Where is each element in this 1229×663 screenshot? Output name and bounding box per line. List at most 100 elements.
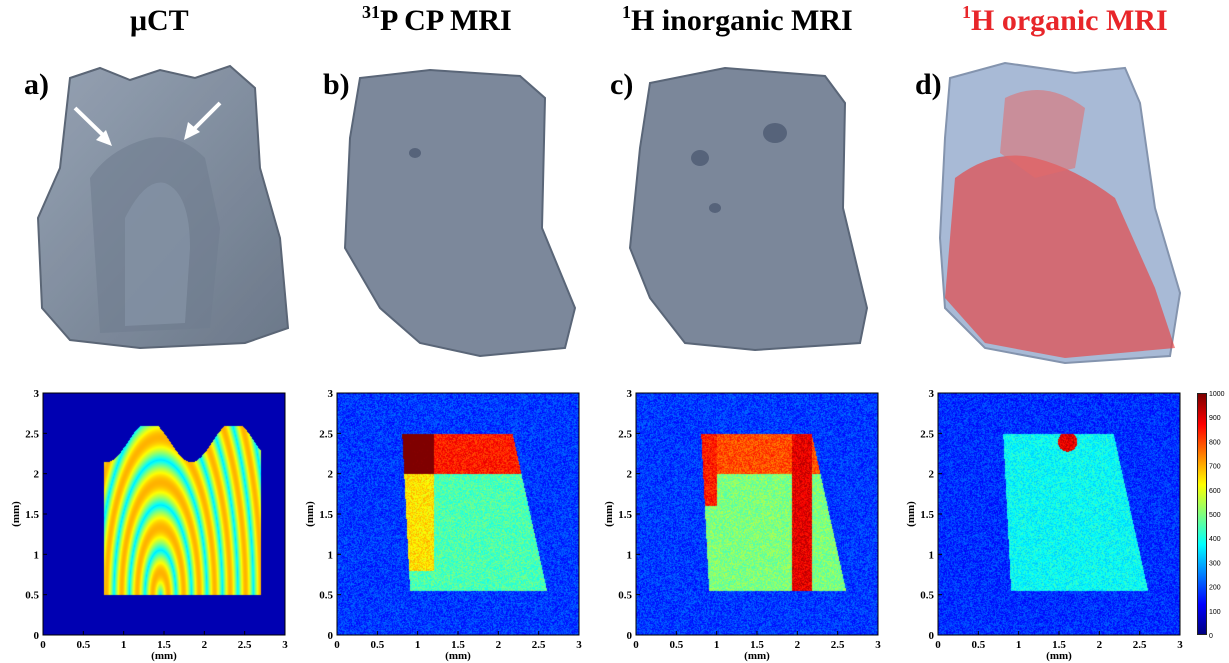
y-tick-label: 1 [328, 549, 334, 561]
heatmap-microct [43, 393, 285, 635]
panel-c-title: 1H inorganic MRI [622, 2, 853, 37]
x-tick-label: 2 [1097, 639, 1103, 651]
x-tick-label: 3 [576, 639, 582, 651]
x-tick-label: 1.5 [157, 639, 171, 651]
tooth-render-1h-organic [938, 61, 1182, 365]
colorbar-tick-label: 600 [1209, 488, 1221, 495]
x-tick-label: 3 [282, 639, 288, 651]
heatmap-1h-organic [938, 393, 1180, 635]
panel-a-label: a) [24, 68, 49, 101]
colorbar-tick-label: 700 [1209, 464, 1221, 471]
y-tick-label: 1 [627, 549, 633, 561]
y-tick-label: 1.5 [618, 509, 632, 521]
heatmap-1h-inorganic [636, 393, 878, 635]
colorbar [1197, 393, 1207, 635]
y-tick-label: 3 [34, 388, 40, 400]
y-tick-label: 2.5 [618, 428, 632, 440]
tooth-render-1h-inorganic [628, 66, 869, 352]
x-tick-label: 0 [40, 639, 46, 651]
colorbar-tick-label: 900 [1209, 415, 1221, 422]
y-tick-label: 2 [627, 469, 633, 481]
panel-b-label: b) [323, 68, 350, 101]
y-axis-label: (mm) [603, 501, 615, 527]
colorbar-tick-label: 1000 [1209, 391, 1225, 398]
x-tick-label: 1 [714, 639, 720, 651]
x-tick-label: 0.5 [370, 639, 384, 651]
x-tick-label: 0.5 [669, 639, 683, 651]
y-tick-label: 2 [34, 469, 40, 481]
plot-frame [635, 392, 879, 636]
plot-frame [42, 392, 286, 636]
y-tick-label: 1.5 [319, 509, 333, 521]
x-axis-label: (mm) [744, 650, 770, 662]
x-tick-label: 0.5 [971, 639, 985, 651]
y-tick-label: 2 [929, 469, 935, 481]
x-tick-label: 2 [202, 639, 208, 651]
axes-31p: 0 0.5 1 1.5 2 2.5 3 0 0.5 1 1.5 2 2.5 3 (mm) (mm) [304, 388, 582, 662]
y-tick-label: 3 [328, 388, 334, 400]
y-tick-label: 0 [34, 630, 40, 642]
y-tick-label: 2.5 [25, 428, 39, 440]
x-tick-label: 2.5 [831, 639, 845, 651]
x-tick-label: 2 [496, 639, 502, 651]
y-tick-label: 3 [929, 388, 935, 400]
colorbar-tick-label: 200 [1209, 585, 1221, 592]
y-tick-label: 0.5 [920, 590, 934, 602]
y-tick-label: 2.5 [920, 428, 934, 440]
y-tick-label: 1 [929, 549, 935, 561]
y-tick-label: 3 [627, 388, 633, 400]
colorbar-tick-label: 0 [1209, 633, 1213, 640]
y-axis-label: (mm) [905, 501, 917, 527]
y-axis-label: (mm) [304, 501, 316, 527]
x-tick-label: 2.5 [1133, 639, 1147, 651]
axes-1h-inorganic: 0 0.5 1 1.5 2 2.5 3 0 0.5 1 1.5 2 2.5 3 (mm) (mm) [603, 388, 881, 662]
x-tick-label: 0.5 [76, 639, 90, 651]
x-axis-label: (mm) [151, 650, 177, 662]
axes-1h-organic: 0 0.5 1 1.5 2 2.5 3 0 0.5 1 1.5 2 2.5 3 (mm) (mm) [905, 388, 1183, 662]
plot-frame [937, 392, 1181, 636]
colorbar-tick-label: 400 [1209, 536, 1221, 543]
y-tick-label: 1.5 [920, 509, 934, 521]
x-tick-label: 3 [1177, 639, 1183, 651]
colorbar-tick-label: 300 [1209, 560, 1221, 567]
y-tick-label: 0.5 [618, 590, 632, 602]
panel-a-title: μCT [130, 4, 189, 37]
colorbar-tick-label: 100 [1209, 609, 1221, 616]
x-axis-label: (mm) [445, 650, 471, 662]
panel-d-title: 1H organic MRI [962, 2, 1168, 37]
y-tick-label: 0 [328, 630, 334, 642]
tooth-render-31p [343, 68, 577, 358]
x-tick-label: 2.5 [238, 639, 252, 651]
x-tick-label: 1.5 [451, 639, 465, 651]
x-tick-label: 1.5 [1052, 639, 1066, 651]
x-tick-label: 2 [795, 639, 801, 651]
x-tick-label: 1.5 [750, 639, 764, 651]
x-axis-label: (mm) [1046, 650, 1072, 662]
colorbar-tick-label: 800 [1209, 439, 1221, 446]
heatmap-31p [337, 393, 579, 635]
y-tick-label: 2 [328, 469, 334, 481]
x-tick-label: 1 [1016, 639, 1022, 651]
x-tick-label: 2.5 [532, 639, 546, 651]
y-tick-label: 1 [34, 549, 40, 561]
y-tick-label: 0 [627, 630, 633, 642]
panel-d-label: d) [915, 68, 942, 101]
plot-frame [336, 392, 580, 636]
x-tick-label: 0 [633, 639, 639, 651]
colorbar-ticks: 0 100 200 300 400 500 600 700 800 900 1000 [1209, 391, 1225, 640]
y-axis-label: (mm) [10, 501, 22, 527]
panel-c-label: c) [610, 68, 634, 101]
axes-microct: 0 0.5 1 1.5 2 2.5 3 0 0.5 1 1.5 2 2.5 3 (mm) (mm) [10, 388, 288, 662]
y-tick-label: 2.5 [319, 428, 333, 440]
panel-b-title: 31P CP MRI [362, 2, 512, 37]
x-tick-label: 3 [875, 639, 881, 651]
x-tick-label: 1 [121, 639, 127, 651]
y-tick-label: 1.5 [25, 509, 39, 521]
tooth-render-microct [36, 64, 290, 350]
x-tick-label: 0 [334, 639, 340, 651]
y-tick-label: 0.5 [25, 590, 39, 602]
y-tick-label: 0.5 [319, 590, 333, 602]
x-tick-label: 1 [415, 639, 421, 651]
y-tick-label: 0 [929, 630, 935, 642]
x-tick-label: 0 [935, 639, 941, 651]
